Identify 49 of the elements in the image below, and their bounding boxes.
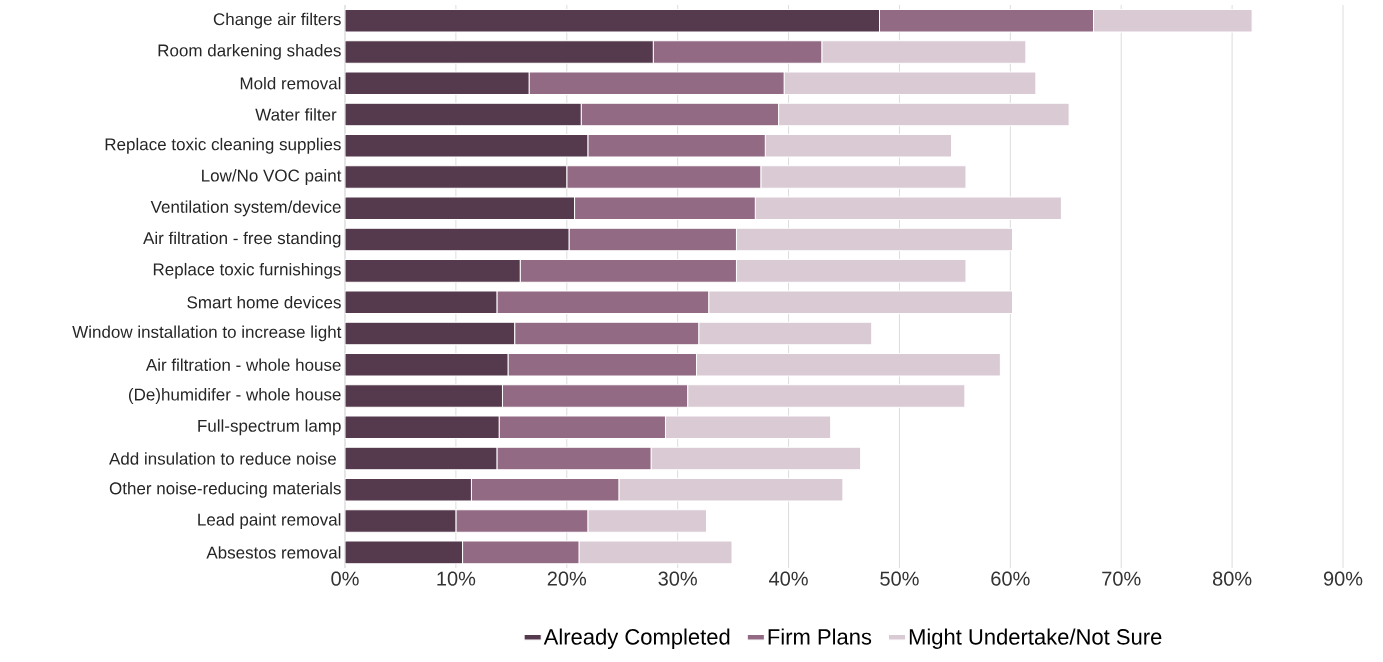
bar <box>345 196 576 221</box>
y-tick-label: Low/No VOC paint <box>202 169 342 185</box>
bar <box>345 71 530 95</box>
y-tick-label: Room darkening shades <box>158 44 341 60</box>
bar <box>345 165 568 189</box>
bar <box>345 290 498 314</box>
x-tick-label: 50% <box>880 571 919 586</box>
bar <box>345 540 464 565</box>
y-tick-label: Smart home devices <box>187 295 341 309</box>
x-tick-label: 20% <box>547 571 587 586</box>
x-tick-label: 80% <box>1212 571 1252 586</box>
y-tick-label: Window installation to increase light <box>72 325 342 342</box>
bar <box>345 384 503 408</box>
bar <box>345 415 500 440</box>
x-tick-label: 40% <box>769 571 808 586</box>
bar <box>345 133 589 158</box>
y-tick-label: Full-spectrum lamp <box>198 419 341 436</box>
y-tick-label: (De)humidifer - whole house <box>128 388 341 404</box>
y-tick-label: Add insulation to reduce noise <box>109 452 336 465</box>
bar <box>345 259 521 283</box>
y-tick-label: Absestos removal <box>206 546 341 559</box>
y-tick-label: Water filter <box>255 108 337 121</box>
y-tick-label: Lead paint removal <box>198 513 341 530</box>
bar <box>345 509 457 533</box>
bar <box>345 40 654 64</box>
x-tick-label: 10% <box>437 571 476 586</box>
y-tick-label: Mold removal <box>240 76 341 90</box>
legend-label: Already Completed <box>543 628 730 650</box>
legend-label: Might Undertake/Not Sure <box>909 628 1162 650</box>
y-tick-label: Replace toxic furnishings <box>153 262 341 279</box>
y-tick-label: Air filtration - whole house <box>145 358 341 371</box>
y-tick-label: Replace toxic cleaning supplies <box>105 137 341 154</box>
x-tick-label: 0% <box>331 571 359 586</box>
y-tick-label: Air filtration - free standing <box>143 231 341 248</box>
legend-label: Firm Plans <box>768 628 872 645</box>
y-tick-label: Ventilation system/device <box>150 200 341 217</box>
y-tick-label: Change air filters <box>213 12 341 29</box>
x-tick-label: 60% <box>991 571 1030 586</box>
bar <box>345 321 516 346</box>
bar <box>345 446 498 471</box>
x-tick-label: 70% <box>1102 571 1141 586</box>
x-tick-label: 30% <box>658 571 697 586</box>
bar <box>345 227 570 252</box>
y-tick-label: Other noise-reducing materials <box>109 481 341 498</box>
bar <box>345 102 582 127</box>
bar <box>345 8 880 33</box>
bar <box>345 352 509 377</box>
x-tick-label: 90% <box>1323 571 1363 586</box>
bar <box>345 478 472 502</box>
